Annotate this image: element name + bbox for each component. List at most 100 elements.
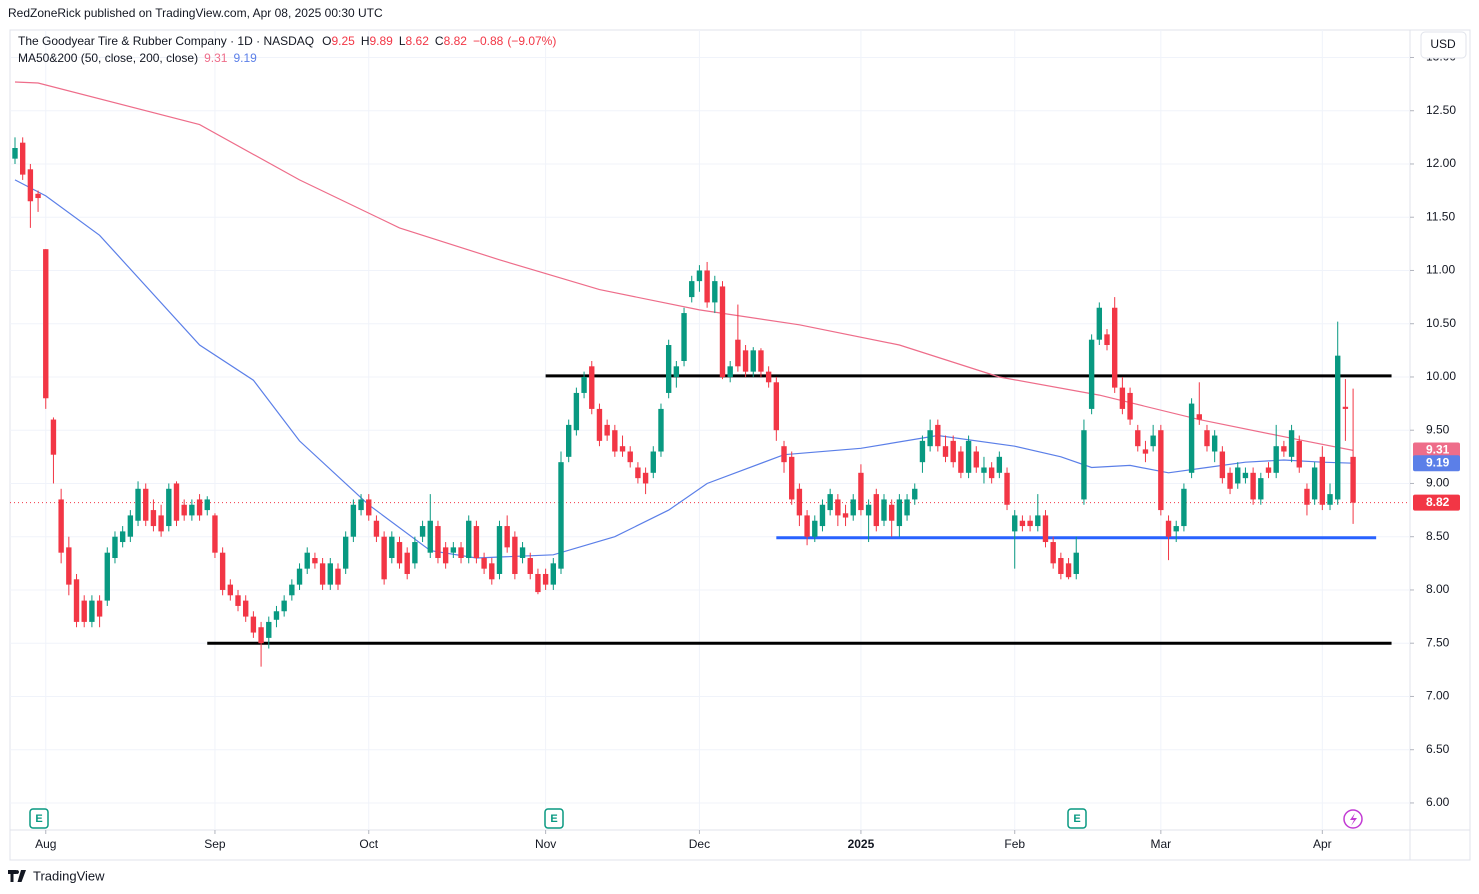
candle-body	[1127, 392, 1133, 420]
y-tick-label: 12.50	[1426, 103, 1456, 117]
candle-body	[950, 440, 956, 463]
price-badge-label: 9.19	[1426, 455, 1450, 469]
y-tick-label: 6.00	[1426, 795, 1450, 809]
currency-button[interactable]	[1420, 31, 1467, 59]
candle-body	[358, 499, 364, 511]
candle-body	[166, 488, 172, 527]
candle-body	[527, 558, 533, 574]
candle-body	[381, 536, 387, 580]
candle-body	[789, 456, 795, 500]
y-tick-label: 7.50	[1426, 635, 1450, 649]
candle-body	[842, 513, 849, 518]
candle-body	[1265, 467, 1272, 473]
candle-body	[273, 611, 280, 620]
candle-body	[927, 430, 933, 447]
candle-body	[1204, 430, 1210, 447]
candle-body	[1250, 472, 1256, 500]
candle-body	[173, 483, 180, 521]
earnings-icon[interactable]	[1067, 808, 1087, 829]
attribution: RedZoneRick published on TradingView.com…	[8, 6, 383, 20]
candle-body	[450, 547, 457, 553]
event-markers: E E E	[29, 808, 1363, 829]
candle-body	[327, 563, 333, 585]
candle-body	[104, 552, 110, 601]
candle-body	[442, 547, 449, 564]
candle-body	[689, 281, 695, 298]
candle-body	[727, 366, 733, 377]
candle-body	[1296, 440, 1302, 468]
candle-body	[127, 515, 134, 537]
brand-name: TradingView	[33, 868, 105, 883]
brand-logo	[8, 870, 26, 882]
candle-body	[1273, 446, 1279, 473]
candle-body	[1142, 449, 1149, 454]
candle-body	[1350, 456, 1356, 503]
candle-body	[266, 621, 272, 638]
brand: TradingView	[8, 868, 105, 883]
candle-body	[1112, 307, 1118, 388]
candle-body	[535, 573, 541, 593]
candle-body	[189, 504, 195, 516]
candle-body	[66, 547, 72, 585]
candle-body	[281, 600, 287, 612]
candle-body	[481, 558, 487, 569]
candle-body	[342, 536, 349, 569]
candle-body	[658, 408, 664, 452]
frame	[9, 29, 1471, 861]
symbol-legend: The Goodyear Tire & Rubber Company · 1D …	[18, 34, 556, 48]
moving-averages	[14, 81, 1354, 559]
candle-body	[1150, 435, 1156, 447]
earnings-icon[interactable]	[544, 808, 564, 829]
candle-body	[850, 499, 856, 516]
x-tick-label: Aug	[35, 837, 56, 851]
candle-body	[1242, 472, 1249, 479]
candle-body	[489, 563, 495, 580]
candle-body	[935, 424, 941, 447]
legend-item: 8.62	[406, 34, 430, 48]
candle-body	[881, 499, 887, 521]
candle-body	[1119, 387, 1126, 409]
candle-body	[35, 193, 41, 199]
candle-body	[466, 520, 472, 559]
candle-body	[289, 584, 295, 596]
candle-body	[319, 563, 326, 585]
earnings-icon[interactable]	[29, 808, 49, 829]
x-tick-label: Apr	[1313, 837, 1332, 851]
candle-body	[73, 579, 80, 622]
candle-body	[181, 504, 187, 516]
candle-body	[719, 286, 726, 377]
candle-body	[750, 350, 756, 372]
candle-body	[735, 339, 741, 367]
candle-body	[1096, 307, 1103, 340]
grid	[10, 30, 1410, 830]
candle-body	[1335, 355, 1341, 500]
candle-body	[1319, 456, 1326, 505]
candle-body	[1035, 515, 1041, 527]
moving-average-line	[14, 179, 1354, 559]
legend-item: The Goodyear Tire & Rubber Company · 1D …	[18, 34, 314, 48]
candle-body	[350, 504, 357, 537]
candle-body	[958, 451, 964, 473]
candle-body	[942, 446, 949, 457]
y-tick-label: 12.00	[1426, 156, 1456, 170]
candle-body	[896, 499, 903, 527]
candle-body	[219, 552, 226, 590]
candle-body	[665, 345, 672, 393]
candle-body	[312, 558, 318, 564]
candle-body	[89, 600, 95, 622]
candle-body	[304, 552, 310, 569]
candle-body	[627, 451, 633, 463]
candle-body	[250, 616, 257, 633]
legend-item: O	[322, 34, 331, 48]
candle-body	[642, 472, 649, 484]
price-badge-label: 8.82	[1426, 495, 1450, 509]
x-tick-label: Nov	[535, 837, 556, 851]
candle-body	[704, 270, 710, 303]
candle-body	[619, 446, 626, 452]
candle-body	[1012, 515, 1018, 532]
candle-body	[796, 488, 803, 516]
candle-body	[696, 270, 703, 282]
candle-body	[458, 547, 464, 559]
